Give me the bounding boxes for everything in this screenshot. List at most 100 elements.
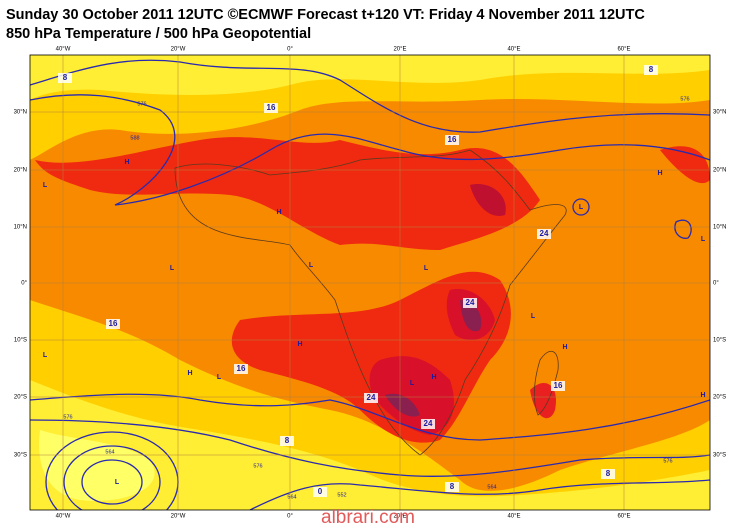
label-box [280,436,294,446]
label-box [551,381,565,391]
lon-label: 0° [287,514,293,520]
pressure-centre: H [297,341,302,348]
temperature-label: 8 [285,436,290,445]
pressure-centre: L [424,265,429,272]
lon-label: 20°W [171,514,186,520]
label-box [234,364,248,374]
pressure-centre: H [431,374,436,381]
pressure-centre: L [531,313,536,320]
lon-label: 60°E [617,514,630,520]
pressure-centre: L [701,236,706,243]
geopotential-label: 588 [130,135,139,141]
label-box [445,482,459,492]
label-box [601,469,615,479]
contour-line [30,393,710,441]
geopotential-label: 576 [63,414,72,420]
pressure-centre: L [410,380,415,387]
label-box [106,319,120,329]
lon-label: 20°E [393,47,406,53]
label-box [421,419,435,429]
label-box [264,103,278,113]
map-frame [29,54,711,511]
temperature-label: 16 [237,364,246,373]
lat-label: 30°N [14,110,27,116]
watermark: albrari.com [321,507,415,528]
geopotential-label: 552 [337,492,346,498]
temperature-label: 24 [540,229,549,238]
contour-line [30,94,710,206]
lon-label: 40°W [56,514,71,520]
temperature-label: 16 [109,319,118,328]
temperature-label: 16 [267,103,276,112]
geopotential-label: 564 [287,494,296,500]
lat-label: 30°S [14,453,27,459]
label-box [644,65,658,75]
contour-line [249,479,710,510]
hot-zone [369,356,454,435]
pressure-centre: H [562,344,567,351]
pressure-centre: H [187,370,192,377]
temperature-label: 16 [554,381,563,390]
geopotential-label: 564 [487,484,496,490]
geopotential-label: 564 [105,449,114,455]
label-box [58,73,72,83]
lon-label: 20°W [171,47,186,53]
lat-label: 20°S [14,395,27,401]
geopotential-label: 576 [680,96,689,102]
temperature-label: 16 [448,135,457,144]
warm-zone [35,137,540,250]
lat-label: 0° [21,281,27,287]
pressure-centre: L [43,182,48,189]
lat-label: 20°S [713,395,726,401]
temperature-label: 0 [318,487,323,496]
cool-zone [30,55,710,100]
contour-line [572,198,590,216]
temperature-label: 8 [606,469,611,478]
label-box [364,393,378,403]
contour-line [674,219,692,239]
coastline [534,350,559,416]
pressure-centre: L [309,262,314,269]
contour-line [30,419,710,477]
pressure-centre: L [579,204,584,211]
temperature-label: 24 [424,419,433,428]
pressure-centre: H [657,170,662,177]
lon-label: 40°E [507,514,520,520]
pressure-centre: L [115,479,120,486]
subtitle: 850 hPa Temperature / 500 hPa Geopotenti… [6,26,311,42]
lat-label: 30°N [713,110,726,116]
temperature-label: 8 [649,65,654,74]
label-box [537,229,551,239]
lat-label: 10°N [713,225,726,231]
lat-label: 0° [713,281,719,287]
label-box [445,135,459,145]
temperature-label: 8 [63,73,68,82]
pressure-centre: L [217,374,222,381]
lon-label: 60°E [617,47,630,53]
lat-label: 10°S [713,338,726,344]
geopotential-label: 576 [137,101,146,107]
cool-zone [30,380,710,510]
title: Sunday 30 October 2011 12UTC ©ECMWF Fore… [6,7,645,23]
lat-label: 20°N [14,168,27,174]
lat-label: 20°N [713,168,726,174]
lat-label: 10°S [14,338,27,344]
lat-label: 10°N [14,225,27,231]
lon-label: 40°W [56,47,71,53]
geopotential-label: 576 [253,463,262,469]
label-box [463,298,477,308]
contour-line [63,445,161,510]
pressure-centre: H [276,209,281,216]
lat-label: 30°S [713,453,726,459]
hot-zone [470,184,506,216]
pressure-centre: H [124,159,129,166]
hottest-zone [385,300,482,417]
temperature-label: 24 [466,298,475,307]
pressure-centre: H [700,392,705,399]
pressure-centre: L [170,265,175,272]
lon-label: 40°E [507,47,520,53]
cool-zone [39,430,155,501]
contour-line [30,59,710,133]
geopotential-label: 576 [663,458,672,464]
